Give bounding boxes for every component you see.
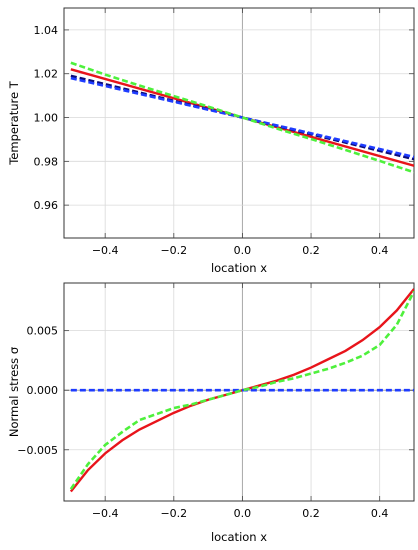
x-tick-label: 0.4	[371, 244, 389, 257]
x-tick-label: −0.2	[160, 507, 187, 520]
y-tick-label: 1.00	[34, 112, 59, 125]
y-tick-label: 0.96	[34, 199, 59, 212]
y-tick-label: 0.005	[27, 325, 59, 338]
x-axis-label: location x	[211, 261, 267, 275]
y-tick-label: 1.04	[34, 24, 59, 37]
x-tick-label: −0.4	[92, 507, 119, 520]
x-tick-label: −0.4	[92, 244, 119, 257]
plot-frame	[63, 7, 415, 239]
x-axis-label: location x	[211, 530, 267, 544]
y-tick-label: 0.98	[34, 155, 59, 168]
x-tick-label: 0.2	[302, 507, 320, 520]
y-axis-label: Temperature T	[7, 80, 21, 166]
x-tick-label: −0.2	[160, 244, 187, 257]
plot-frame	[63, 282, 415, 502]
y-axis-label: Normal stress σ	[7, 347, 21, 437]
y-tick-label: 1.02	[34, 68, 59, 81]
normal-stress-plot: −0.4 −0.2 0.0 0.2 0.4 −0.005 0.000 0.005 locatio…	[7, 282, 415, 544]
series-line-2	[69, 290, 414, 490]
x-tick-label: 0.0	[234, 244, 252, 257]
y-tick-label: −0.005	[17, 444, 58, 457]
x-tick-label: 0.0	[234, 507, 252, 520]
x-tick-label: 0.2	[302, 244, 320, 257]
y-tick-label: 0.000	[27, 384, 59, 397]
temperature-plot: −0.4 −0.2 0.0 0.2 0.4 0.96 0.98 1.00 1.02 1.04 loc…	[7, 7, 415, 275]
x-tick-label: 0.4	[371, 507, 389, 520]
series-line-3	[70, 61, 414, 174]
